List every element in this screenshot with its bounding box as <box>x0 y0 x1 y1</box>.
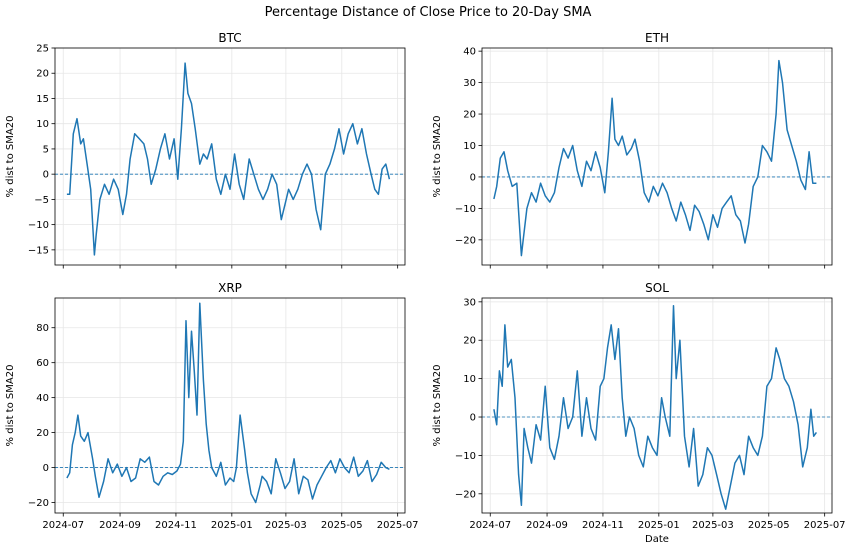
btc-panel: −15 −10 −5 0 5 10 15 20 25 BTC % dist to SMA20 <box>5 31 406 269</box>
xrp-series-line <box>66 302 390 504</box>
eth-ytick-label: 0 <box>470 172 476 183</box>
xrp-xtick-label: 2025-01 <box>211 520 253 531</box>
sol-title: SOL <box>645 281 669 295</box>
xrp-ytick-label: 60 <box>36 358 49 369</box>
btc-ylabel: % dist to SMA20 <box>5 116 16 198</box>
sol-xtick-label: 2024-11 <box>582 520 624 531</box>
btc-ytick-label: −10 <box>28 220 49 231</box>
eth-ytick-label: 10 <box>463 141 476 152</box>
sol-series-line <box>493 304 818 510</box>
btc-ytick-label: 5 <box>43 144 49 155</box>
xrp-xtick-label: 2025-07 <box>377 520 419 531</box>
xrp-xtick-label: 2024-11 <box>155 520 197 531</box>
btc-ytick-label: 15 <box>36 94 49 105</box>
sol-ytick-label: −20 <box>455 489 476 500</box>
eth-axes-frame <box>481 47 833 266</box>
btc-ytick-label: 25 <box>36 44 49 55</box>
sol-panel: −20 −10 0 10 20 30 2024-07 2024-09 2024-11 2025-0… <box>432 281 846 545</box>
sol-xtick-label: 2024-09 <box>526 520 568 531</box>
xrp-ytick-label: 40 <box>36 393 49 404</box>
eth-ytick-label: −10 <box>455 204 476 215</box>
btc-ytick-label: 20 <box>36 69 49 80</box>
sol-xtick-label: 2025-05 <box>748 520 790 531</box>
eth-ylabel: % dist to SMA20 <box>432 116 443 198</box>
eth-panel: −20 −10 0 10 20 30 40 ETH % dist to SMA20 <box>432 31 833 269</box>
sol-xlabel: Date <box>645 534 669 545</box>
eth-ytick-label: 40 <box>463 47 476 58</box>
xrp-ylabel: % dist to SMA20 <box>5 365 16 447</box>
btc-series-line <box>66 62 391 256</box>
xrp-ytick-label: 80 <box>36 323 49 334</box>
eth-ytick-label: 30 <box>463 78 476 89</box>
eth-ytick-label: 20 <box>463 110 476 121</box>
sol-ytick-label: −10 <box>455 451 476 462</box>
btc-ytick-label: 0 <box>43 170 49 181</box>
sol-ylabel: % dist to SMA20 <box>432 365 443 447</box>
btc-axes-frame <box>54 47 406 266</box>
btc-title: BTC <box>218 31 241 45</box>
sol-ytick-label: 0 <box>470 413 476 424</box>
sol-ytick-label: 10 <box>463 374 476 385</box>
xrp-panel: −20 0 20 40 60 80 2024-07 2024-09 2024-11 2025-01… <box>5 281 419 531</box>
btc-ytick-label: −15 <box>28 245 49 256</box>
btc-ytick-label: −5 <box>34 195 49 206</box>
eth-series-line <box>493 59 817 257</box>
sol-xtick-label: 2025-03 <box>692 520 734 531</box>
xrp-xtick-label: 2025-03 <box>265 520 307 531</box>
eth-title: ETH <box>645 31 669 45</box>
sol-ytick-label: 20 <box>463 336 476 347</box>
xrp-xtick-label: 2024-09 <box>99 520 141 531</box>
xrp-xtick-label: 2025-05 <box>321 520 363 531</box>
sol-xtick-label: 2025-01 <box>638 520 680 531</box>
sol-xtick-label: 2025-07 <box>804 520 846 531</box>
eth-ytick-label: −20 <box>455 235 476 246</box>
sol-xtick-label: 2024-07 <box>469 520 511 531</box>
xrp-xtick-label: 2024-07 <box>42 520 84 531</box>
sol-axes-frame <box>481 297 833 514</box>
xrp-ytick-label: −20 <box>28 498 49 509</box>
btc-ytick-label: 10 <box>36 119 49 130</box>
figure-title: Percentage Distance of Close Price to 20… <box>264 5 592 20</box>
xrp-title: XRP <box>218 281 242 295</box>
sol-ytick-label: 30 <box>463 297 476 308</box>
xrp-ytick-label: 20 <box>36 428 49 439</box>
xrp-ytick-label: 0 <box>43 463 49 474</box>
xrp-axes-frame <box>54 297 406 514</box>
